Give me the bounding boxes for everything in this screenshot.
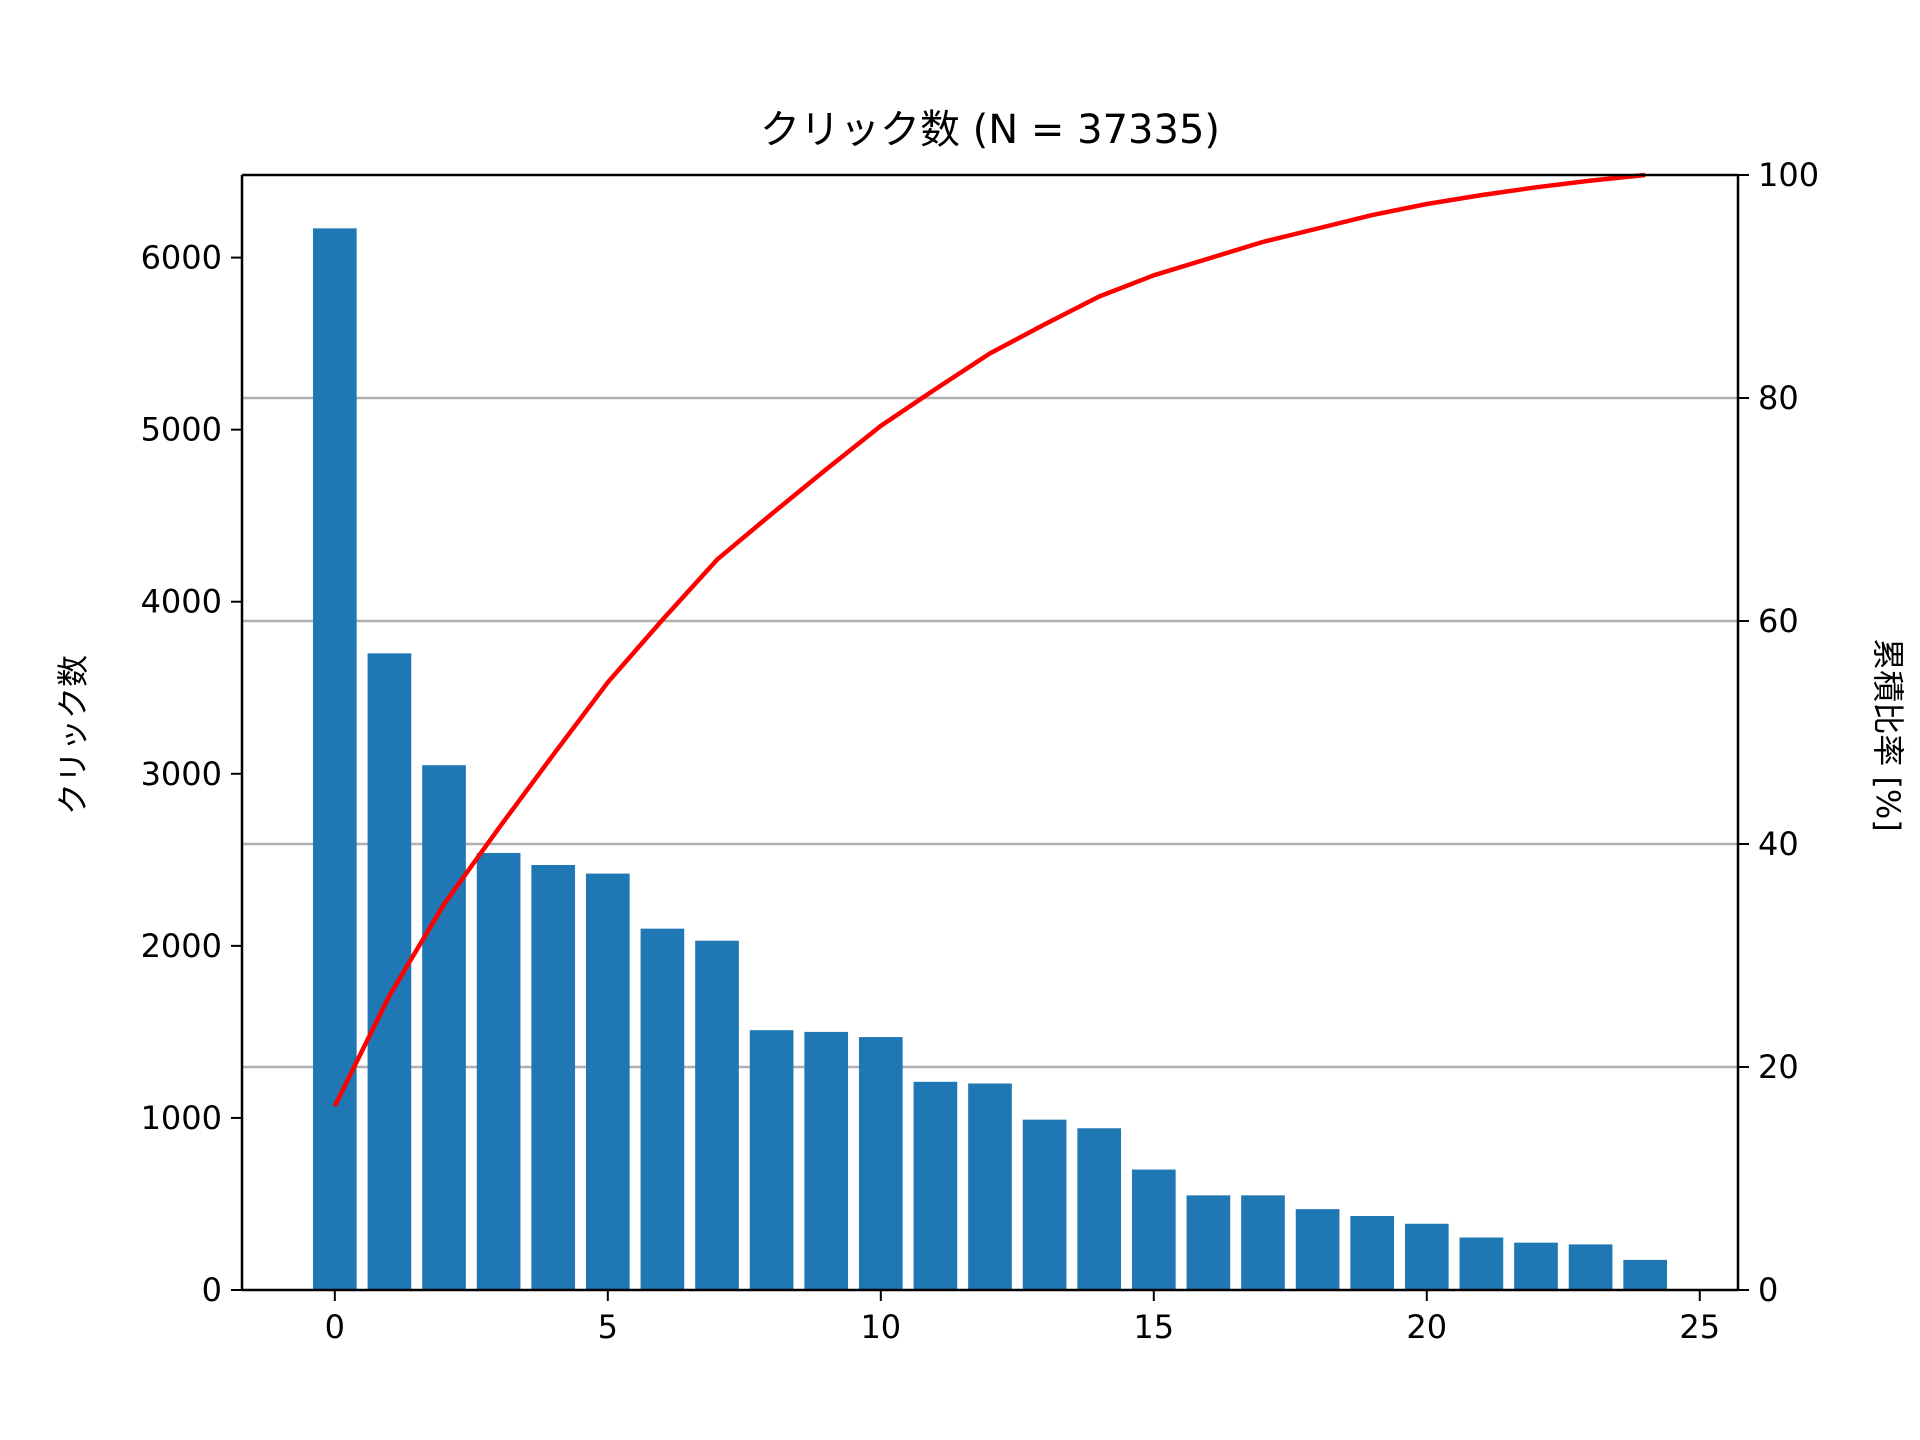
bar-24	[1623, 1259, 1668, 1290]
y-tick-label-left-2000: 2000	[141, 927, 222, 965]
x-tick-label-0: 0	[325, 1308, 345, 1346]
y-tick-label-right-100: 100	[1758, 156, 1819, 194]
x-tick-label-15: 15	[1133, 1308, 1174, 1346]
y-tick-label-right-0: 0	[1758, 1271, 1778, 1309]
ticks: 0 5 10 15 20 25 0 1000 2000 3000 4000 5000 6000 0 20 40…	[141, 156, 1820, 1346]
y-tick-label-right-40: 40	[1758, 825, 1799, 863]
y-axis-label-right: 累積比率 [%]	[1869, 638, 1907, 832]
bar-14	[1077, 1128, 1122, 1290]
bar-2	[422, 765, 466, 1290]
cumulative-line-series	[332, 172, 1646, 1107]
bar-7	[695, 940, 739, 1290]
bar-9	[804, 1031, 849, 1290]
bar-15	[1131, 1169, 1176, 1290]
bar-3	[476, 852, 521, 1290]
y-tick-label-left-3000: 3000	[141, 755, 222, 793]
x-tick-label-10: 10	[860, 1308, 901, 1346]
bar-12	[968, 1083, 1012, 1290]
bar-22	[1514, 1242, 1558, 1290]
y-tick-label-right-60: 60	[1758, 602, 1799, 640]
x-tick-label-25: 25	[1679, 1308, 1720, 1346]
bar-16	[1186, 1195, 1231, 1290]
x-tick-label-5: 5	[598, 1308, 618, 1346]
bar-21	[1459, 1237, 1504, 1290]
y-axis-label-left: クリック数	[54, 655, 92, 815]
y-tick-label-left-0: 0	[202, 1271, 222, 1309]
bar-18	[1295, 1209, 1340, 1290]
y-tick-label-left-5000: 5000	[141, 411, 222, 449]
y-tick-label-left-1000: 1000	[141, 1099, 222, 1137]
y-tick-label-right-20: 20	[1758, 1048, 1799, 1086]
bar-13	[1022, 1119, 1067, 1290]
bar-5	[585, 873, 630, 1290]
bar-10	[858, 1037, 903, 1290]
bar-6	[640, 928, 685, 1290]
axes	[240, 173, 1740, 1292]
bar-8	[749, 1030, 794, 1290]
chart-title: クリック数 (N = 37335)	[760, 107, 1220, 153]
bar-20	[1404, 1223, 1449, 1290]
y-tick-label-left-6000: 6000	[141, 239, 222, 277]
bar-4	[531, 864, 576, 1290]
bar-0	[312, 228, 357, 1290]
bar-series	[312, 228, 1668, 1290]
gridlines	[242, 396, 1738, 1069]
cumulative-line	[332, 172, 1646, 1107]
bar-17	[1241, 1195, 1285, 1290]
y-tick-label-left-4000: 4000	[141, 583, 222, 621]
x-tick-label-20: 20	[1406, 1308, 1447, 1346]
bar-11	[913, 1081, 958, 1290]
bar-23	[1568, 1244, 1613, 1290]
bar-19	[1350, 1216, 1395, 1290]
y-tick-label-right-80: 80	[1758, 379, 1799, 417]
